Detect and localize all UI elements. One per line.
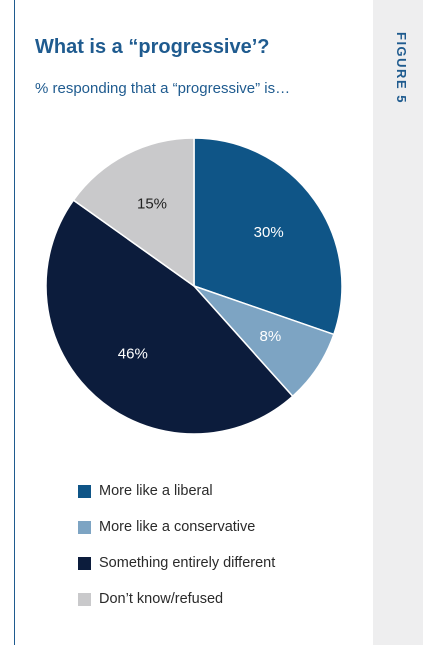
legend-swatch <box>78 592 91 606</box>
pie-slice-label: 8% <box>260 328 282 345</box>
legend-label: More like a conservative <box>99 519 256 535</box>
legend-label: More like a liberal <box>99 483 213 499</box>
legend-swatch <box>78 556 91 570</box>
pie-slice <box>45 199 294 435</box>
pie-slice-label: 30% <box>254 224 284 241</box>
legend-item: More like a liberal <box>78 482 275 500</box>
legend-label: Something entirely different <box>99 555 276 571</box>
legend-label: Don’t know/refused <box>99 591 224 607</box>
pie-slice <box>193 137 343 336</box>
pie-slice-label: 15% <box>137 195 167 212</box>
figure-label-strip: FIGURE 5 <box>373 0 423 645</box>
legend-item: More like a conservative <box>78 518 275 536</box>
legend-item: Something entirely different <box>78 554 275 572</box>
pie-slice-label: 46% <box>118 345 148 362</box>
pie-slice <box>72 137 195 288</box>
chart-title: What is a “progressive’? <box>35 36 270 58</box>
legend-swatch <box>78 520 91 534</box>
legend-item: Don’t know/refused <box>78 590 275 608</box>
legend-swatch <box>78 484 91 498</box>
chart-legend: More like a liberal More like a conserva… <box>78 482 275 626</box>
chart-subtitle: % responding that a “progressive” is… <box>35 80 291 97</box>
